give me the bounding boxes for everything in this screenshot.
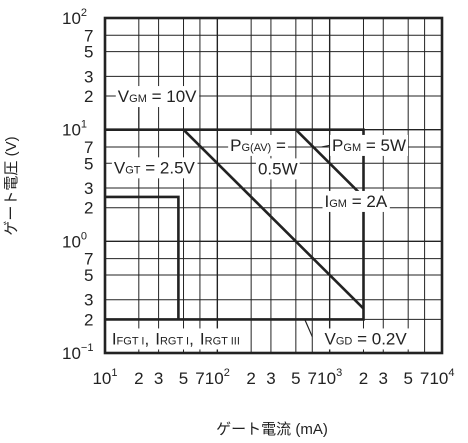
x-tick-labels: 101 2 3 5 7 102 2 3 5 7 103 2 3 5 7 104: [92, 367, 454, 388]
y-tick-label: 2: [84, 310, 93, 329]
x-tick-label: 3: [379, 369, 388, 388]
igm-annotation: IGM = 2A: [323, 191, 390, 212]
x-tick-label: 104: [429, 367, 454, 388]
vgd-annotation: VGD = 0.2V: [323, 328, 410, 349]
vgm-annotation: VGM = 10V: [116, 86, 199, 107]
x-tick-label: 101: [92, 367, 117, 388]
x-tick-label: 7: [195, 369, 204, 388]
y-tick-label: 10−1: [62, 342, 93, 363]
y-tick-label: 5: [84, 43, 93, 62]
y-tick-label: 3: [84, 179, 93, 198]
svg-text:0.5W: 0.5W: [258, 159, 298, 178]
vgt-annotation: VGT = 2.5V: [112, 157, 198, 178]
ifgt-annotation: IFGT I,: [110, 328, 151, 349]
x-tick-label: 5: [179, 369, 188, 388]
x-tick-label: 103: [317, 367, 342, 388]
y-axis-label: ゲート電圧 (V): [3, 136, 20, 235]
y-tick-label: 100: [62, 230, 87, 251]
x-tick-label: 7: [420, 369, 429, 388]
x-tick-label: 2: [134, 369, 143, 388]
x-tick-label: 102: [205, 367, 230, 388]
irgt3-annotation: IRGT III: [198, 328, 242, 349]
x-tick-label: 2: [246, 369, 255, 388]
pg-av-line-line: [184, 130, 364, 309]
grid: [105, 18, 442, 353]
pgav2-annotation: 0.5W: [256, 158, 300, 179]
x-tick-label: 2: [359, 369, 368, 388]
y-tick-label: 2: [84, 87, 93, 106]
x-tick-label: 5: [403, 369, 412, 388]
y-tick-label: 2: [84, 199, 93, 218]
pgav-annotation: PG(AV) =: [228, 135, 288, 156]
pgm-annotation: PGM = 5W: [330, 135, 408, 156]
y-tick-label: 3: [84, 291, 93, 310]
y-tick-label: 101: [62, 119, 87, 140]
y-tick-label: 5: [84, 266, 93, 285]
irgt1-annotation: IRGT I,: [153, 328, 196, 349]
y-tick-label: 102: [62, 7, 87, 28]
svg-text:PGM = 5W: PGM = 5W: [332, 136, 406, 155]
y-tick-label: 3: [84, 67, 93, 86]
x-axis-label: ゲート電流 (mA): [216, 421, 328, 438]
y-tick-label: 5: [84, 154, 93, 173]
x-tick-label: 5: [291, 369, 300, 388]
x-tick-label: 3: [266, 369, 275, 388]
vgd-leader: [305, 319, 313, 336]
plot-frame: [105, 18, 442, 353]
x-tick-label: 3: [154, 369, 163, 388]
x-tick-label: 7: [308, 369, 317, 388]
